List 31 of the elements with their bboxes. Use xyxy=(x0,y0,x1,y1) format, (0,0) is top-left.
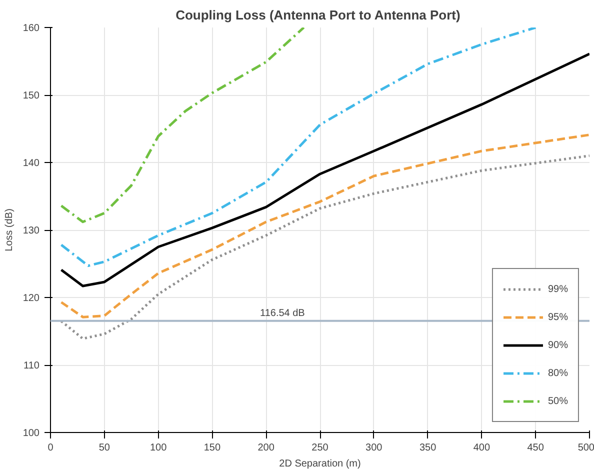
x-tick-label: 400 xyxy=(473,442,490,454)
line-series xyxy=(60,28,306,224)
x-tick-label: 100 xyxy=(150,442,168,454)
legend-label: 50% xyxy=(548,396,568,406)
x-tick-label: 50 xyxy=(98,442,110,454)
x-tick-label: 250 xyxy=(312,442,329,454)
line-series xyxy=(60,154,590,340)
x-tick-label: 150 xyxy=(204,442,221,454)
x-tick-label: 200 xyxy=(258,442,275,454)
y-tick-label: 150 xyxy=(22,90,40,102)
x-tick-label: 0 xyxy=(48,442,54,454)
chart-title: Coupling Loss (Antenna Port to Antenna Port) xyxy=(176,8,460,22)
legend-label: 95% xyxy=(548,312,568,322)
x-tick-label: 450 xyxy=(527,442,544,454)
y-tick-label: 130 xyxy=(22,226,40,236)
x-axis-title: 2D Separation (m) xyxy=(279,458,361,470)
ref-line-label: 116.54 dB xyxy=(260,308,306,319)
x-tick-label: 300 xyxy=(366,442,383,454)
y-axis-title: Loss (dB) xyxy=(4,208,15,252)
y-tick-label: 110 xyxy=(24,360,40,372)
legend-label: 99% xyxy=(548,284,568,294)
line-series xyxy=(60,28,537,268)
y-tick-label: 120 xyxy=(22,293,40,304)
x-tick-label: 350 xyxy=(419,442,437,454)
legend-label: 90% xyxy=(548,340,568,350)
x-tick-label: 500 xyxy=(578,442,594,454)
y-tick-label: 100 xyxy=(22,428,40,439)
line-series xyxy=(60,134,590,318)
y-tick-label: 160 xyxy=(22,23,40,34)
legend-label: 80% xyxy=(548,368,568,378)
y-tick-label: 140 xyxy=(22,158,40,169)
